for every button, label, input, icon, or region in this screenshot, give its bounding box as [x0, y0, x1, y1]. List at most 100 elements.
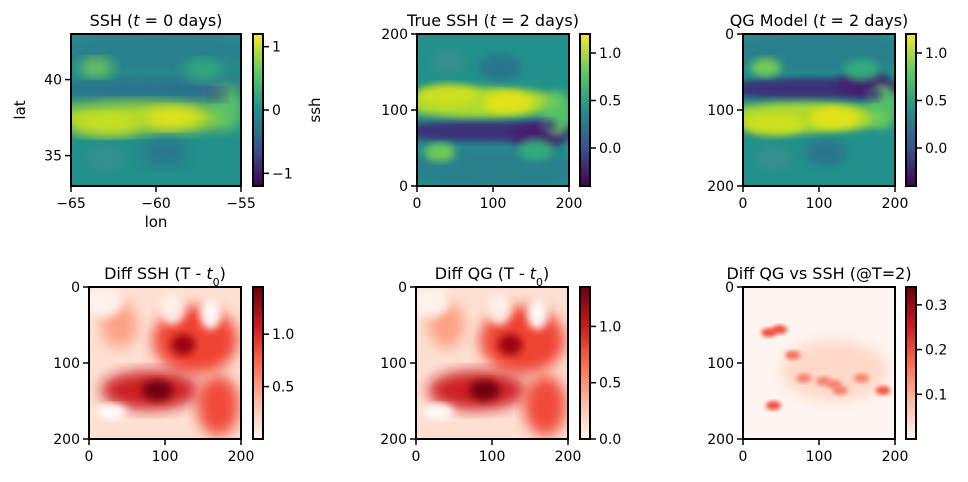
- y-tick-label: 0: [398, 280, 407, 296]
- colorbar-tick-label: 0.1: [925, 387, 947, 403]
- y-tick-label: 200: [381, 27, 408, 43]
- subplot-4: Diff SSH (T - t0) 0 100 200 0 100 200 0.5 1.0: [53, 264, 294, 465]
- field-band: [805, 138, 848, 167]
- field-band: [79, 58, 114, 77]
- colorbar-tick-label: 0.0: [599, 432, 621, 448]
- y-tick-label: 100: [380, 356, 407, 372]
- x-tick-label: −60: [141, 196, 171, 212]
- x-tick-label: 200: [882, 196, 909, 212]
- x-tick-label: 0: [739, 196, 748, 212]
- y-tick-label: 100: [53, 356, 80, 372]
- subplot-3: QG Model (t = 2 days)0 100 20001002000.00.…: [707, 11, 947, 212]
- colorbar-frame: [905, 286, 917, 440]
- field-band: [417, 84, 478, 106]
- heatmap-image: [416, 287, 568, 439]
- x-tick-label: 100: [480, 196, 507, 212]
- colorbar-tick-label: 1: [272, 40, 281, 56]
- field-feature: [875, 385, 891, 395]
- heatmap-image: [71, 34, 241, 186]
- x-tick-label: −65: [56, 196, 86, 212]
- field-band: [540, 119, 556, 132]
- field-feature: [469, 379, 500, 401]
- colorbar-tick-label: 0.0: [925, 141, 947, 157]
- field-feature: [196, 375, 240, 436]
- heatmap-image: [743, 287, 895, 439]
- colorbar: [253, 287, 263, 439]
- field-band: [183, 59, 225, 82]
- subplot-2: True SSH (t = 2 days) 0 100 200 0 100 200 0.0 0.…: [381, 11, 621, 212]
- y-tick-label: 200: [380, 432, 407, 448]
- field-band: [517, 138, 554, 161]
- subplot-title: Diff QG (T - t0): [435, 264, 549, 289]
- field-band: [479, 53, 522, 82]
- x-axis-label: lon: [145, 213, 168, 231]
- field-band: [84, 146, 126, 171]
- colorbar: [906, 287, 916, 439]
- subplot-title: Diff SSH (T - t0): [104, 264, 226, 289]
- field-feature: [487, 294, 512, 325]
- x-tick-label: 100: [479, 449, 506, 465]
- heatmap-image: [743, 34, 895, 186]
- y-tick-label: 40: [44, 73, 62, 89]
- x-tick-label: 0: [413, 196, 422, 212]
- field-band: [809, 106, 859, 129]
- subplot-1: SSH (t = 0 days) −65 −60 −55 35 40 lon lat −1 0 1 s…: [11, 11, 324, 231]
- y-tick-label: 100: [381, 103, 408, 119]
- field-feature: [96, 404, 128, 420]
- heatmap-image: [417, 34, 569, 186]
- field-band: [743, 114, 804, 136]
- colorbar-tick-label: 1.0: [599, 46, 621, 62]
- field-feature: [781, 340, 888, 401]
- x-tick-label: −55: [226, 196, 256, 212]
- field-band: [140, 138, 189, 167]
- field-feature: [416, 287, 450, 318]
- x-tick-label: 200: [556, 196, 583, 212]
- heatmap-image: [89, 287, 241, 439]
- y-axis-label: lat: [11, 100, 29, 119]
- field-feature: [771, 325, 788, 335]
- colorbar: [580, 287, 590, 439]
- field-band: [424, 143, 455, 162]
- y-tick-label: 100: [707, 103, 734, 119]
- field-feature: [765, 401, 782, 411]
- colorbar-tick-label: 1.0: [272, 327, 294, 343]
- x-tick-label: 100: [806, 449, 833, 465]
- field-band: [71, 114, 139, 136]
- x-tick-label: 100: [806, 196, 833, 212]
- field-band: [755, 146, 792, 171]
- colorbar-tick-label: 0.5: [925, 94, 947, 110]
- subplot-5: Diff QG (T - t0) 0 100 200 0 100 200 0.0 0.5 1.0: [380, 264, 621, 465]
- field-band: [208, 88, 226, 101]
- x-tick-label: 100: [152, 449, 179, 465]
- subplot-title: Diff QG vs SSH (@T=2): [726, 264, 911, 283]
- colorbar-tick-label: 1.0: [599, 319, 621, 335]
- colorbar: [580, 34, 590, 186]
- colorbar-tick-label: 0.0: [599, 141, 621, 157]
- y-tick-label: 0: [71, 280, 80, 296]
- y-tick-label: 100: [707, 356, 734, 372]
- subplot-6: Diff QG vs SSH (@T=2)0 100 20001002000.10.…: [707, 264, 947, 465]
- x-tick-label: 0: [739, 449, 748, 465]
- field-feature: [526, 299, 549, 330]
- colorbar-tick-label: 1.0: [925, 46, 947, 62]
- y-tick-label: 200: [53, 432, 80, 448]
- colorbar-tick-label: 0.5: [599, 376, 621, 392]
- field-feature: [171, 334, 196, 356]
- x-tick-label: 0: [412, 449, 421, 465]
- colorbar-tick-label: 0.5: [272, 380, 294, 396]
- field-feature: [523, 375, 567, 436]
- field-feature: [423, 404, 454, 420]
- y-tick-label: 0: [399, 179, 408, 195]
- colorbar-label: ssh: [306, 97, 324, 122]
- field-band: [843, 59, 880, 82]
- field-band: [145, 106, 201, 129]
- colorbar-tick-label: 0.2: [925, 343, 947, 359]
- colorbar-tick-label: −1: [272, 166, 293, 182]
- field-band: [750, 58, 781, 77]
- y-tick-label: 35: [44, 149, 62, 165]
- y-tick-label: 0: [725, 280, 734, 296]
- colorbar-tick-label: 0: [272, 103, 281, 119]
- x-tick-label: 0: [85, 449, 94, 465]
- x-tick-label: 200: [555, 449, 582, 465]
